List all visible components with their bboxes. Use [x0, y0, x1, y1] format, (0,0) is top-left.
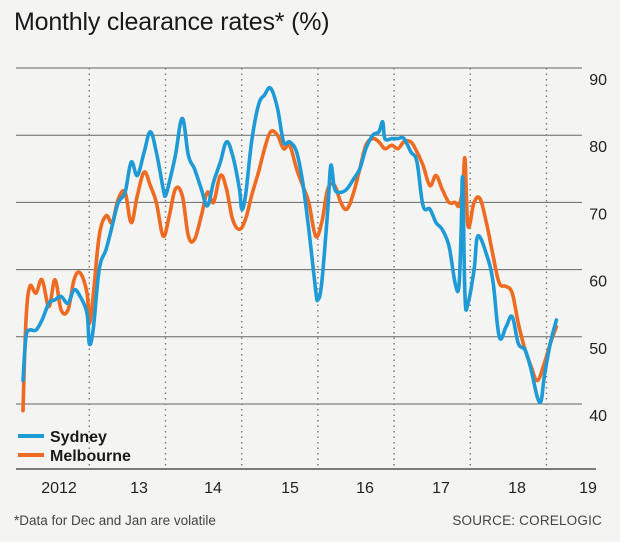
series-line-sydney [21, 85, 559, 405]
dec-jan-markers [88, 68, 548, 469]
x-tick-16: 16 [356, 480, 374, 497]
y-tick-50: 50 [589, 341, 607, 358]
y-tick-40: 40 [589, 408, 607, 425]
y-tick-70: 70 [589, 206, 607, 223]
x-tick-15: 15 [281, 480, 299, 497]
x-tick-13: 13 [130, 480, 148, 497]
series-group [21, 85, 559, 413]
legend-label-melbourne: Melbourne [50, 448, 131, 465]
legend: Sydney Melbourne [18, 429, 131, 465]
y-tick-90: 90 [589, 72, 607, 89]
source-credit: SOURCE: CORELOGIC [452, 513, 602, 528]
x-tick-19: 19 [579, 480, 597, 497]
series-line-melbourne [21, 129, 559, 413]
gridlines [16, 67, 582, 405]
y-axis-ticks: 40 50 60 70 80 90 [589, 72, 607, 425]
x-tick-2012: 2012 [41, 480, 77, 497]
y-tick-60: 60 [589, 274, 607, 291]
x-axis-ticks: 2012 13 14 15 16 17 18 19 [41, 480, 597, 497]
x-tick-14: 14 [204, 480, 222, 497]
chart-title: Monthly clearance rates* (%) [14, 8, 330, 36]
x-tick-17: 17 [432, 480, 450, 497]
x-tick-18: 18 [508, 480, 526, 497]
legend-label-sydney: Sydney [50, 429, 107, 446]
y-tick-80: 80 [589, 139, 607, 156]
footnote: *Data for Dec and Jan are volatile [14, 513, 216, 528]
